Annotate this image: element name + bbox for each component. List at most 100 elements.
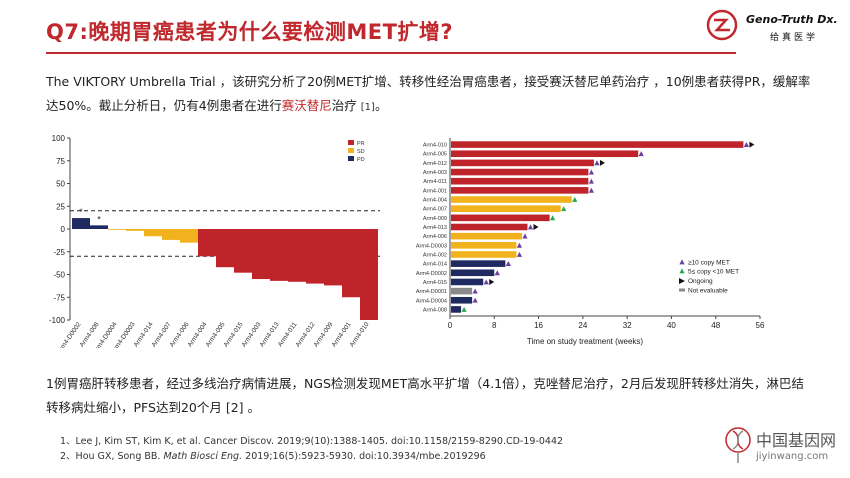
copy-number-marker [594,160,600,166]
waterfall-bar [360,229,378,320]
swimmer-bar [451,177,589,185]
copy-number-marker [588,187,594,193]
waterfall-bar [72,218,90,229]
swimmer-chart: 0 8 16 24 32 40 48 56 Time on study treatment (w… [416,138,765,346]
case-paragraph: 1例胃癌肝转移患者，经过多线治疗病情进展，NGS检测发现MET高水平扩增（4.1… [46,376,804,415]
intro-text-end: 治疗 [331,98,357,113]
copy-number-marker [588,169,594,175]
swimmer-bar [451,168,589,176]
waterfall-bar [288,229,306,282]
legend-swatch [348,148,354,153]
row-label: Arm4-001 [423,188,447,194]
y-tick-label: 75 [56,157,65,166]
copy-number-marker [527,224,534,230]
watermark-url: jiyinwang.com [756,451,829,462]
copy-number-marker [522,233,528,239]
row-label: Arm4-013 [423,225,447,231]
row-label: Arm4-D0002 [416,271,447,277]
x-axis-title: Time on study treatment (weeks) [527,337,644,346]
logo-text-cn: 给真医学 [770,33,819,43]
swimmer-bar [451,223,528,231]
legend-swatch [348,156,354,161]
y-tick-label: 100 [52,134,66,143]
y-tick-label: -75 [53,293,65,302]
legend-swatch [348,140,354,145]
ongoing-arrow [599,159,605,166]
swimmer-bar [451,232,522,240]
waterfall-bar [252,229,270,280]
legend-label: ≥10 copy MET [688,260,730,267]
waterfall-bar [198,229,216,257]
intro-paragraph: The VIKTORY Umbrella Trial ，该研究分析了20例MET… [46,70,816,120]
swimmer-bar [451,287,473,295]
x-tick-label: 56 [756,321,765,330]
logo-mark-icon [706,9,738,41]
asterisk-mark: * [97,214,101,224]
legend-marker [679,259,685,265]
copy-number-marker [516,251,523,257]
row-label: Arm4-008 [423,307,447,313]
y-tick-label: -25 [53,248,65,257]
dna-icon [725,427,751,463]
swimmer-bar [451,306,462,313]
waterfall-bar [342,229,360,298]
row-label: Arm4-012 [423,161,447,167]
waterfall-bar [216,229,234,268]
ongoing-arrow [533,224,539,230]
reference-list: 1、Lee J, Kim ST, Kim K, et al. Cancer Di… [60,434,760,464]
legend-label: SD [357,149,365,155]
citation-ref: [1] [360,102,375,113]
copy-number-marker [461,306,467,312]
swimmer-bar [451,242,517,249]
x-tick-label: 24 [578,321,587,330]
waterfall-bar [108,229,126,230]
company-logo: Geno-Truth Dx. 给真医学 [706,9,841,45]
y-tick-label: -50 [53,271,65,280]
legend-label: PR [357,141,365,147]
ongoing-arrow [489,278,495,285]
legend-label: PD [357,157,365,163]
x-tick-label: 32 [623,321,632,330]
watermark-cn: 中国基因网 [756,431,837,450]
copy-number-marker [483,279,489,285]
copy-number-marker [472,288,478,294]
row-label: Arm4-009 [423,216,447,222]
swimmer-bar [451,260,506,267]
legend-marker [679,288,685,292]
legend-marker [679,278,685,284]
legend-label: Ongoing [688,278,713,285]
waterfall-bar [306,229,324,284]
row-label: Arm4-D0004 [416,298,447,304]
row-label: Arm4-D0003 [416,243,447,249]
y-tick-label: -100 [49,316,66,325]
copy-number-marker [505,261,511,267]
swimmer-bar [451,141,744,148]
page-title: Q7:晚期胃癌患者为什么要检测MET扩增? [46,20,454,44]
copy-number-marker [516,242,523,248]
swimmer-bar [451,278,484,286]
row-label: Arm4-004 [423,198,447,204]
swimmer-bar [451,296,473,304]
swimmer-bar [451,214,550,222]
row-label: Arm4-007 [423,207,447,213]
title-divider [46,52,736,54]
copy-number-marker [494,270,500,276]
row-label: Arm4-D0001 [416,289,447,295]
row-label: Arm4-002 [423,252,447,258]
copy-number-marker [572,196,578,202]
swimmer-bar [451,187,589,194]
waterfall-bar [234,229,252,273]
swimmer-bar [451,251,517,258]
row-label: Arm4-010 [423,143,447,149]
reference-item: 1、Lee J, Kim ST, Kim K, et al. Cancer Di… [60,436,564,447]
copy-number-marker [638,151,644,157]
swimmer-bar [451,150,639,158]
waterfall-bar [162,229,180,240]
row-label: Arm4-006 [423,234,447,240]
swimmer-bar [451,269,495,277]
waterfall-bar [180,229,198,243]
legend-label: 5≤ copy <10 MET [688,269,739,276]
x-tick-label: 16 [534,321,543,330]
reference-item: 2、Hou GX, Song BB. Math Biosci Eng. 2019… [60,451,486,462]
